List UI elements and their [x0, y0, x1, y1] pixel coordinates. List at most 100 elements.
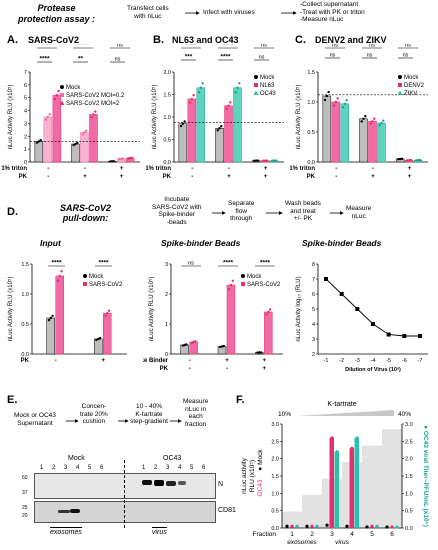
data-point — [339, 292, 344, 296]
blot-divider — [124, 460, 125, 528]
legend-label: NL63 — [260, 83, 275, 89]
data-point — [112, 160, 116, 163]
data-point — [365, 525, 369, 529]
data-point — [364, 115, 367, 118]
panel-title-b: NL63 and OC43 — [172, 35, 239, 45]
data-point — [76, 141, 79, 145]
row-sign: + — [83, 173, 87, 180]
y-tick-label: 1.0 — [163, 115, 171, 121]
blot-lane-numbers: 1 2 3 4 5 6 1 2 3 4 5 6 — [40, 465, 220, 473]
data-point — [238, 82, 241, 85]
legend-label: SARS-CoV2 MOI=0.2 — [66, 93, 125, 99]
frac-step-measure: Measure nLuc in each fraction — [183, 398, 209, 428]
significance-label: ns — [332, 44, 338, 49]
data-point — [271, 159, 274, 162]
data-point — [185, 343, 188, 346]
flow-step-collect: -Collect supernatant -Treat with PK or t… — [300, 1, 365, 23]
data-point — [362, 117, 365, 121]
bar — [34, 141, 44, 163]
data-point — [218, 127, 221, 130]
legend-label: SARS-CoV2 — [89, 282, 123, 288]
y-tick-label: 0.0 — [21, 352, 29, 358]
data-point — [219, 345, 222, 349]
lane-number: 4 — [178, 465, 182, 471]
data-point — [406, 159, 409, 162]
data-point — [370, 524, 374, 528]
y-axis-label-2: RLU (x10⁵) — [249, 460, 256, 492]
data-point — [371, 120, 374, 123]
significance-label: ns — [367, 53, 373, 59]
pulldown-step-incubate: Incubate SARS-CoV2 with Spike-binder -be… — [152, 196, 202, 226]
ktartrate-label: K-tartrate — [327, 401, 356, 408]
lane-number: 5 — [190, 465, 194, 471]
data-point — [192, 94, 195, 97]
data-point — [55, 93, 59, 97]
data-point — [400, 157, 404, 161]
data-point — [371, 322, 375, 326]
y-axis-label: nLuc Activity RLU (x10⁵) — [148, 277, 155, 342]
data-point — [121, 157, 125, 160]
blot-n-strip — [34, 473, 216, 499]
panel-title-c: DENV2 and ZIKV — [315, 35, 387, 45]
row-sign: - — [228, 165, 230, 172]
blot-label-mock: Mock — [68, 455, 85, 462]
y-tick-label: 2 — [165, 292, 168, 298]
bar — [80, 132, 89, 163]
x-tick-label: -1 — [324, 358, 329, 364]
row-sign: - — [55, 357, 57, 364]
data-point — [128, 156, 132, 160]
frac-step-supernatant: Mock or OC43 Supernatant — [14, 412, 56, 427]
data-point — [60, 270, 63, 273]
y-tick-label: 7 — [24, 70, 27, 76]
bar — [368, 120, 377, 163]
significance-label: ns — [115, 57, 121, 63]
data-point — [382, 119, 385, 122]
data-point — [323, 98, 327, 102]
data-point — [220, 125, 223, 128]
row-sign: - — [335, 173, 337, 180]
y-tick-label: 1 — [165, 322, 168, 328]
lane-number: 4 — [76, 465, 80, 471]
data-point — [369, 122, 372, 125]
y-tick-label: 0 — [165, 352, 168, 358]
data-point — [48, 113, 51, 116]
significance-label: **** — [78, 44, 89, 49]
mw-marker: 20 — [22, 513, 28, 519]
y-tick-label: 7 — [312, 277, 315, 283]
bar — [55, 275, 64, 355]
data-point — [95, 338, 98, 342]
bar — [354, 437, 359, 528]
virus-label: virus — [335, 539, 349, 546]
lane-number: 2 — [52, 465, 56, 471]
data-point — [92, 113, 95, 116]
chart-title: Spike-binder Beads — [302, 238, 382, 248]
y-tick-label: 4 — [24, 109, 27, 115]
data-point — [285, 524, 289, 528]
y-tick-label: 5 — [24, 96, 27, 102]
y2-tick-label: 0.0 — [405, 526, 413, 532]
bar — [187, 98, 197, 163]
lane-number: 5 — [88, 465, 92, 471]
y-tick-label: 0.0 — [307, 160, 315, 166]
pct-low: 10% — [278, 411, 291, 418]
y-tick-label: 3 — [165, 262, 168, 268]
data-point — [109, 160, 112, 163]
data-point — [253, 159, 256, 162]
data-point — [90, 116, 93, 119]
significance-label: ns — [403, 53, 409, 59]
significance-label: **** — [186, 44, 197, 49]
data-point — [310, 524, 314, 528]
legend-marker — [397, 90, 403, 95]
y-tick-label: 0.5 — [307, 130, 315, 136]
virus-label: virus — [152, 527, 167, 536]
bar — [189, 341, 198, 355]
frac-step-concentrate: Concen- trate 20% cushion — [80, 403, 108, 425]
significance-label: **** — [42, 44, 53, 49]
data-point — [216, 129, 219, 132]
data-point — [295, 524, 299, 528]
chart-title: Spike-binder Beads — [161, 238, 241, 248]
data-point — [407, 159, 411, 162]
bar — [52, 94, 62, 163]
chart-f-fractions: K-tartrate 10% 40% 0.0 0.5 1.0 1.5 2.0 2.5 3.0 0.0… — [241, 401, 429, 546]
panel-letter-f: F. — [236, 394, 245, 406]
